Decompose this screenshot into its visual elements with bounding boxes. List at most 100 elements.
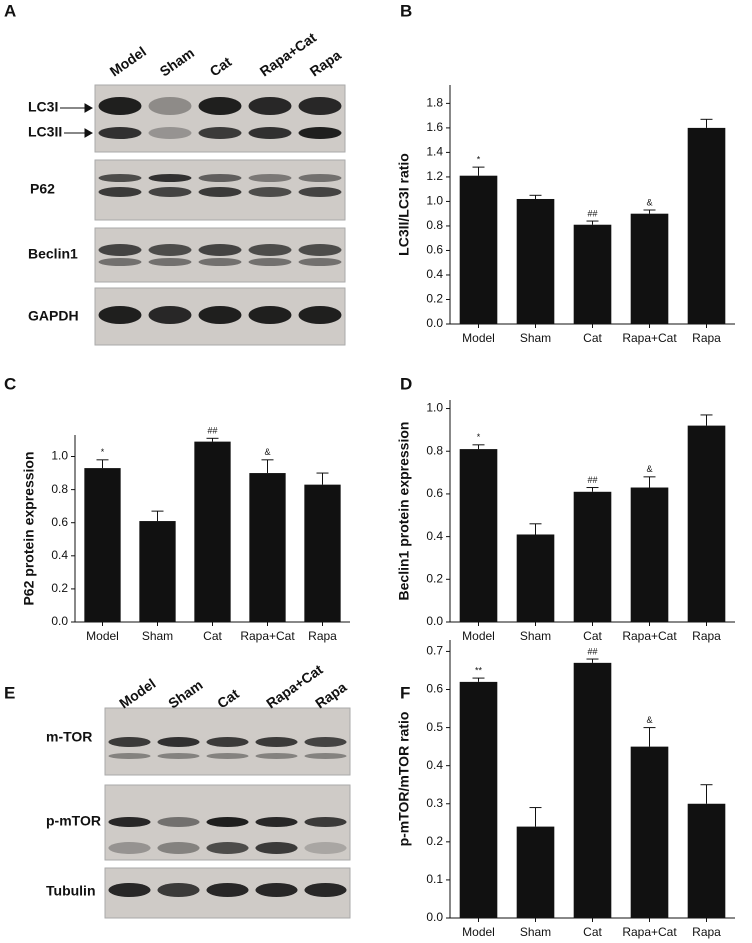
blot-band	[98, 258, 142, 266]
blot-band	[304, 842, 347, 854]
blot-band	[298, 127, 342, 139]
bar	[516, 198, 555, 324]
blot-band	[198, 187, 242, 197]
x-tick-label: Rapa+Cat	[622, 629, 677, 643]
error-bar	[151, 510, 164, 522]
y-tick-label: 1.6	[426, 120, 443, 134]
bar	[139, 521, 176, 622]
panel-letter: A	[4, 1, 16, 20]
panel-letter: D	[400, 374, 412, 393]
lane-label: Sham	[165, 677, 205, 712]
bar	[459, 681, 498, 918]
blot-band	[206, 883, 249, 897]
blot-band	[248, 244, 292, 256]
blot-band	[198, 258, 242, 266]
annotation: ##	[587, 208, 597, 218]
panel-letter: C	[4, 374, 16, 393]
bar	[573, 662, 612, 918]
y-axis-label: Beclin1 protein expression	[396, 422, 412, 601]
x-tick-label: Cat	[583, 629, 602, 643]
blot-band	[98, 187, 142, 197]
y-tick-label: 0.2	[426, 571, 443, 585]
blot-band	[255, 737, 298, 747]
blot-band	[157, 842, 200, 854]
y-tick-label: 0.4	[426, 529, 443, 543]
error-bar	[700, 784, 713, 804]
y-tick-label: 0.6	[51, 515, 68, 529]
blot-band	[304, 753, 347, 759]
annotation: ##	[587, 646, 597, 656]
blot-band	[304, 817, 347, 827]
annotation: &	[646, 715, 652, 725]
blot-band	[248, 187, 292, 197]
blot-band	[148, 174, 192, 182]
blot-band	[304, 737, 347, 747]
y-tick-label: 0.6	[426, 243, 443, 257]
blot-band	[206, 842, 249, 854]
blot-band	[248, 306, 292, 324]
y-tick-label: 0.2	[51, 581, 68, 595]
blot-band	[298, 174, 342, 182]
x-tick-label: Model	[462, 331, 495, 345]
blot-band	[98, 306, 142, 324]
y-tick-label: 0.4	[426, 758, 443, 772]
blot-band	[157, 817, 200, 827]
x-tick-label: Model	[462, 925, 495, 939]
panel-letter: E	[4, 683, 15, 702]
blot-band	[206, 753, 249, 759]
error-bar	[261, 459, 274, 474]
blot-band	[98, 174, 142, 182]
y-tick-label: 0.0	[51, 614, 68, 628]
error-bar	[586, 487, 599, 492]
row-label: LC3II	[28, 124, 62, 140]
blot-band	[298, 97, 342, 115]
blot-band	[298, 244, 342, 256]
annotation: *	[101, 447, 105, 457]
blot-band	[248, 127, 292, 139]
blot-arrows	[60, 103, 94, 138]
y-tick-label: 0.1	[426, 872, 443, 886]
bar	[459, 449, 498, 622]
x-tick-label: Rapa	[692, 925, 721, 939]
blot-band	[98, 127, 142, 139]
error-bar	[96, 459, 109, 469]
blot-band	[148, 187, 192, 197]
blot-image	[94, 84, 346, 153]
lane-label: Rapa	[312, 679, 349, 712]
error-bar	[700, 414, 713, 426]
error-bar	[529, 807, 542, 827]
bar	[249, 473, 286, 622]
blot-band	[148, 244, 192, 256]
bar	[687, 425, 726, 622]
bar	[304, 484, 341, 622]
y-tick-label: 0.4	[426, 267, 443, 281]
y-tick-label: 0.6	[426, 682, 443, 696]
blot-band	[248, 97, 292, 115]
lane-label: Rapa	[307, 47, 344, 80]
x-tick-label: Sham	[142, 629, 173, 643]
y-tick-label: 0.7	[426, 644, 443, 658]
blot-band	[98, 97, 142, 115]
error-bar	[206, 437, 219, 442]
row-label: p-mTOR	[46, 813, 101, 829]
blot-band	[108, 883, 151, 897]
error-bar	[643, 727, 656, 747]
x-tick-label: Sham	[520, 629, 551, 643]
error-bar	[643, 209, 656, 214]
arrow-head	[84, 103, 94, 113]
x-tick-label: Rapa	[308, 629, 337, 643]
error-bar	[586, 658, 599, 663]
error-bar	[700, 118, 713, 128]
bar	[630, 746, 669, 918]
y-tick-label: 0.3	[426, 796, 443, 810]
x-tick-label: Rapa+Cat	[622, 925, 677, 939]
x-tick-label: Sham	[520, 925, 551, 939]
y-tick-label: 0.8	[426, 443, 443, 457]
y-tick-label: 1.0	[51, 449, 68, 463]
blot-band	[198, 174, 242, 182]
annotation: &	[646, 197, 652, 207]
annotation: &	[646, 464, 652, 474]
y-tick-label: 1.8	[426, 96, 443, 110]
y-tick-label: 0.4	[51, 548, 68, 562]
annotation: *	[477, 154, 481, 164]
